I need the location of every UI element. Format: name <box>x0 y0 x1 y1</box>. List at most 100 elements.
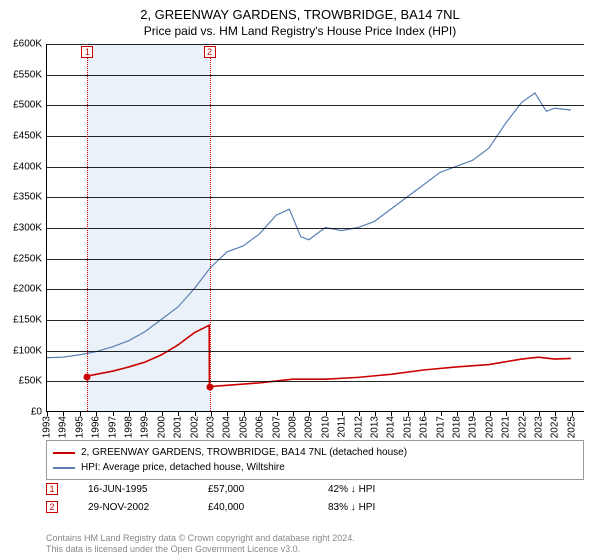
x-tick-label: 2019 <box>468 416 479 438</box>
x-tick <box>359 412 360 416</box>
x-tick <box>408 412 409 416</box>
y-tick-label: £350K <box>0 192 42 203</box>
legend-label: 2, GREENWAY GARDENS, TROWBRIDGE, BA14 7N… <box>81 445 407 460</box>
x-tick-label: 2018 <box>452 416 463 438</box>
x-tick <box>178 412 179 416</box>
legend: 2, GREENWAY GARDENS, TROWBRIDGE, BA14 7N… <box>46 440 584 480</box>
x-tick-label: 1998 <box>124 416 135 438</box>
y-gridline <box>47 75 584 76</box>
x-tick-label: 2011 <box>337 416 348 438</box>
legend-item: 2, GREENWAY GARDENS, TROWBRIDGE, BA14 7N… <box>53 445 577 460</box>
event-marker-icon: 1 <box>46 483 58 495</box>
x-tick <box>539 412 540 416</box>
event-vline <box>210 44 211 411</box>
x-tick <box>342 412 343 416</box>
x-tick <box>391 412 392 416</box>
x-tick <box>129 412 130 416</box>
x-tick <box>195 412 196 416</box>
x-tick <box>309 412 310 416</box>
x-tick-label: 2001 <box>173 416 184 438</box>
series-price_paid <box>87 325 571 386</box>
x-tick-label: 1999 <box>140 416 151 438</box>
x-tick <box>211 412 212 416</box>
x-tick <box>96 412 97 416</box>
y-tick-label: £500K <box>0 100 42 111</box>
y-gridline <box>47 259 584 260</box>
y-tick-label: £250K <box>0 253 42 264</box>
event-row: 1 16-JUN-1995 £57,000 42% ↓ HPI <box>46 480 584 498</box>
x-tick <box>113 412 114 416</box>
y-gridline <box>47 228 584 229</box>
x-tick <box>80 412 81 416</box>
event-marker-icon: 2 <box>46 501 58 513</box>
legend-swatch <box>53 452 75 454</box>
x-tick-label: 1994 <box>58 416 69 438</box>
x-tick-label: 2010 <box>320 416 331 438</box>
x-tick <box>145 412 146 416</box>
attribution-line: Contains HM Land Registry data © Crown c… <box>46 533 584 545</box>
event-marker-box: 2 <box>204 46 216 58</box>
y-tick-label: £550K <box>0 69 42 80</box>
event-vline <box>87 44 88 411</box>
x-tick-label: 2017 <box>435 416 446 438</box>
y-gridline <box>47 351 584 352</box>
x-tick <box>227 412 228 416</box>
x-tick-label: 2004 <box>222 416 233 438</box>
y-gridline <box>47 320 584 321</box>
x-tick <box>441 412 442 416</box>
legend-item: HPI: Average price, detached house, Wilt… <box>53 460 577 475</box>
event-price: £57,000 <box>208 484 298 495</box>
x-tick <box>277 412 278 416</box>
attribution-line: This data is licensed under the Open Gov… <box>46 544 584 556</box>
x-tick-label: 2003 <box>206 416 217 438</box>
event-price: £40,000 <box>208 502 298 513</box>
y-tick-label: £0 <box>0 407 42 418</box>
series-marker <box>206 384 213 391</box>
y-tick-label: £100K <box>0 345 42 356</box>
x-tick <box>375 412 376 416</box>
x-tick-label: 1996 <box>91 416 102 438</box>
y-gridline <box>47 136 584 137</box>
x-tick-label: 2024 <box>550 416 561 438</box>
attribution: Contains HM Land Registry data © Crown c… <box>46 533 584 556</box>
x-tick <box>63 412 64 416</box>
x-tick-label: 2021 <box>501 416 512 438</box>
y-tick-label: £600K <box>0 39 42 50</box>
chart-subtitle: Price paid vs. HM Land Registry's House … <box>0 24 600 42</box>
events-table: 1 16-JUN-1995 £57,000 42% ↓ HPI 2 29-NOV… <box>46 480 584 516</box>
y-gridline <box>47 381 584 382</box>
y-tick-label: £450K <box>0 131 42 142</box>
x-tick-label: 2025 <box>566 416 577 438</box>
x-tick <box>260 412 261 416</box>
y-tick-label: £300K <box>0 223 42 234</box>
x-tick-label: 1995 <box>74 416 85 438</box>
x-tick <box>523 412 524 416</box>
x-tick-label: 2009 <box>304 416 315 438</box>
x-tick <box>244 412 245 416</box>
x-tick-label: 1997 <box>107 416 118 438</box>
series-marker <box>84 374 91 381</box>
y-gridline <box>47 167 584 168</box>
event-date: 16-JUN-1995 <box>88 484 178 495</box>
y-gridline <box>47 44 584 45</box>
x-tick-label: 2008 <box>288 416 299 438</box>
x-tick-label: 2016 <box>419 416 430 438</box>
x-tick-label: 2023 <box>534 416 545 438</box>
y-gridline <box>47 105 584 106</box>
x-tick-label: 2002 <box>189 416 200 438</box>
x-tick-label: 2007 <box>271 416 282 438</box>
x-tick-label: 2012 <box>353 416 364 438</box>
event-marker-box: 1 <box>81 46 93 58</box>
x-tick-label: 2013 <box>370 416 381 438</box>
legend-swatch <box>53 467 75 469</box>
x-tick <box>47 412 48 416</box>
x-tick-label: 2020 <box>484 416 495 438</box>
x-tick <box>162 412 163 416</box>
series-hpi <box>47 93 571 358</box>
x-tick-label: 2005 <box>238 416 249 438</box>
y-tick-label: £400K <box>0 161 42 172</box>
event-date: 29-NOV-2002 <box>88 502 178 513</box>
x-tick <box>457 412 458 416</box>
x-tick <box>293 412 294 416</box>
y-tick-label: £50K <box>0 376 42 387</box>
